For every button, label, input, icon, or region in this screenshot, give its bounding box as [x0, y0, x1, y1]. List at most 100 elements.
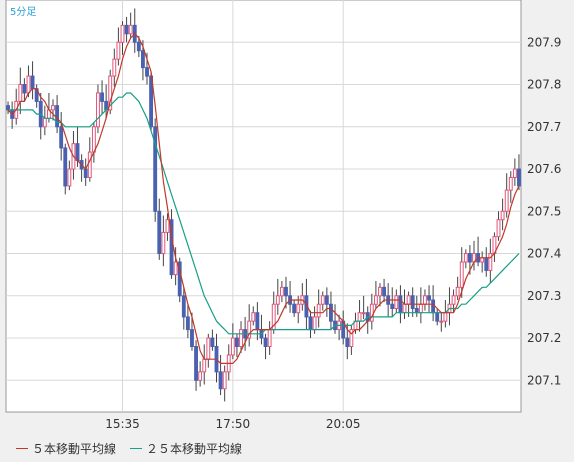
candle-body-down — [83, 168, 88, 178]
candle-body-up — [459, 261, 464, 288]
y-tick-label: 207.6 — [527, 162, 561, 176]
ma25-line — [8, 92, 520, 335]
candle-body-down — [390, 303, 395, 309]
candle-body-up — [198, 371, 203, 381]
y-tick-label: 207.1 — [527, 373, 561, 387]
candle — [194, 340, 198, 391]
legend-ma5-swatch — [16, 447, 28, 449]
candle — [263, 333, 268, 360]
candle-body-up — [378, 286, 382, 297]
candle — [463, 249, 468, 269]
legend-ma5: ５本移動平均線 — [16, 440, 116, 457]
candle-body-down — [210, 337, 215, 348]
x-tick-label: 15:35 — [105, 417, 140, 431]
candle-body-down — [75, 143, 80, 162]
candle-body-up — [423, 295, 427, 305]
candle-body-up — [91, 126, 96, 153]
candle — [210, 329, 215, 351]
candle — [128, 12, 133, 39]
candle-body-down — [263, 337, 268, 348]
candle-body-up — [42, 117, 47, 128]
candle-body-down — [136, 41, 141, 52]
candle — [124, 16, 129, 43]
candle-body-up — [443, 312, 448, 322]
candle-body-up — [488, 253, 493, 271]
candle-body-down — [292, 303, 297, 314]
candle-body-down — [63, 147, 68, 187]
candle-body-up — [96, 92, 100, 128]
candle — [112, 48, 117, 87]
candle-body-up — [222, 371, 227, 390]
plot-area — [5, 0, 522, 413]
candle — [222, 365, 227, 402]
candle — [218, 354, 223, 396]
legend-ma5-label: ５本移動平均線 — [32, 441, 117, 456]
candle-body-down — [308, 316, 313, 331]
candle — [239, 321, 243, 353]
ma5-line — [7, 32, 520, 364]
candle-body-down — [181, 295, 186, 318]
candle-body-up — [275, 295, 280, 305]
candle-body-up — [312, 316, 317, 331]
candle-body-up — [87, 151, 92, 178]
candle — [410, 287, 415, 317]
candle — [496, 211, 501, 241]
candle-body-down — [59, 126, 64, 149]
candle-body-up — [512, 168, 517, 178]
candle — [181, 287, 186, 330]
candle — [116, 27, 121, 66]
candle — [439, 312, 444, 332]
candle-body-down — [427, 295, 431, 301]
candle-body-up — [279, 286, 284, 297]
candle-body-up — [500, 210, 505, 221]
candle-body-up — [206, 337, 211, 360]
x-tick-label: 17:50 — [216, 417, 251, 431]
candle-body-down — [410, 295, 415, 309]
candle-body-up — [67, 168, 72, 187]
candle — [67, 160, 72, 191]
candle — [230, 323, 235, 360]
candle-body-up — [120, 24, 125, 43]
candle — [251, 306, 256, 326]
candle-body-up — [251, 312, 256, 322]
candle-body-down — [124, 24, 129, 35]
y-tick-label: 207.7 — [527, 120, 561, 134]
candle-body-down — [329, 303, 333, 322]
candle-body-up — [267, 329, 272, 348]
candle-body-up — [112, 58, 117, 77]
candle — [373, 281, 378, 309]
candle-body-up — [402, 303, 407, 314]
candle — [173, 247, 178, 286]
candle-body-up — [455, 286, 460, 297]
legend-ma25-swatch — [130, 447, 143, 449]
candle-body-up — [247, 320, 252, 339]
candle-body-up — [239, 329, 243, 348]
candle-body-up — [418, 303, 423, 314]
candle — [488, 238, 493, 284]
candle-body-up — [394, 295, 399, 309]
candle — [284, 276, 288, 309]
candle-body-down — [145, 67, 149, 77]
candle-body-down — [6, 105, 10, 111]
candle — [279, 281, 284, 303]
candle — [316, 289, 321, 328]
candle-body-down — [30, 75, 35, 90]
candle — [324, 287, 329, 317]
candle-body-down — [398, 295, 403, 314]
candle — [427, 285, 431, 313]
y-tick-label: 207.5 — [527, 204, 561, 218]
candle-body-down — [235, 337, 239, 348]
candle-body-down — [100, 92, 104, 102]
candle-body-down — [431, 299, 436, 314]
candle — [349, 325, 354, 355]
candle — [108, 69, 113, 115]
candle-body-down — [435, 312, 440, 322]
candle-body-up — [451, 295, 456, 305]
candle — [504, 173, 509, 218]
candle — [329, 291, 333, 330]
moving-average-lines — [7, 32, 520, 364]
candle-body-up — [439, 320, 444, 323]
candle-body-down — [484, 257, 489, 271]
candle-body-up — [373, 295, 378, 305]
candle — [165, 213, 170, 241]
